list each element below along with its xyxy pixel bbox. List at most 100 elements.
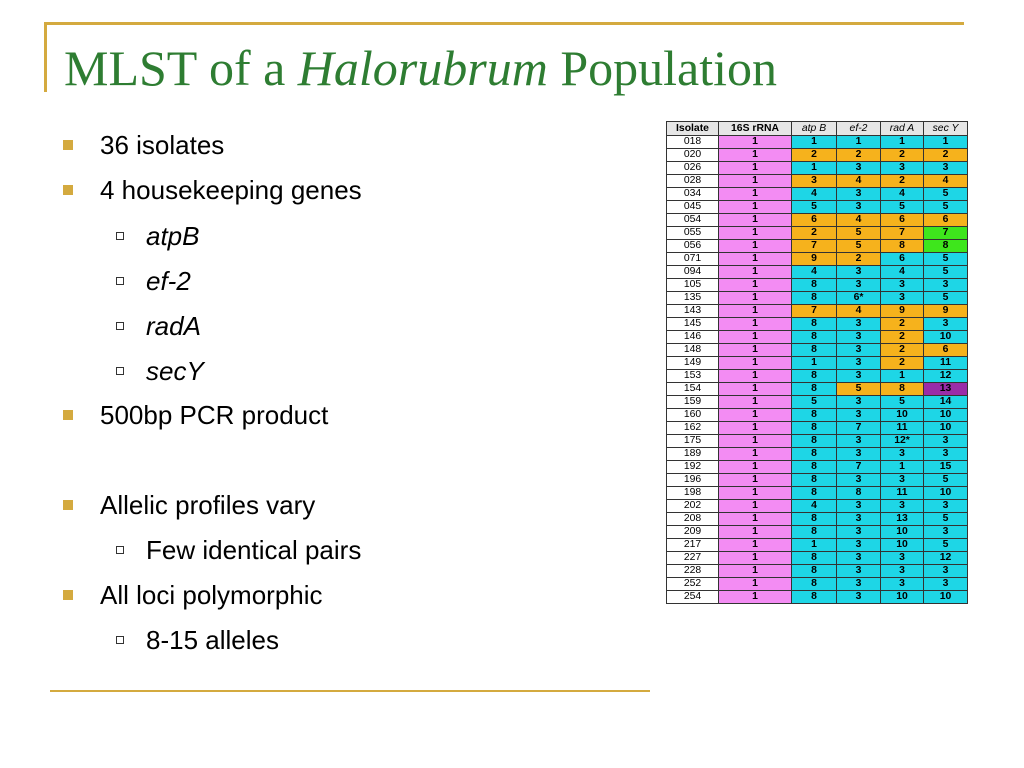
isolate-cell: 055 bbox=[666, 226, 719, 240]
atpb-cell: 8 bbox=[791, 343, 837, 357]
ef2-cell: 3 bbox=[836, 278, 881, 292]
rada-cell: 3 bbox=[880, 473, 924, 487]
secy-cell: 12 bbox=[923, 369, 968, 383]
atpb-cell: 2 bbox=[791, 226, 837, 240]
atpb-cell: 8 bbox=[791, 317, 837, 331]
atpb-cell: 9 bbox=[791, 252, 837, 266]
isolate-cell: 154 bbox=[666, 382, 719, 396]
bullet-text: All loci polymorphic bbox=[100, 580, 323, 610]
secy-cell: 10 bbox=[923, 590, 968, 604]
ef2-cell: 3 bbox=[836, 356, 881, 370]
hollow-square-bullet-icon bbox=[116, 322, 124, 330]
slide-frame-top-accent bbox=[44, 22, 964, 25]
rada-cell: 1 bbox=[880, 460, 924, 474]
isolate-cell: 094 bbox=[666, 265, 719, 279]
rrna-cell: 1 bbox=[718, 408, 792, 422]
isolate-cell: 056 bbox=[666, 239, 719, 253]
rrna-cell: 1 bbox=[718, 525, 792, 539]
rrna-cell: 1 bbox=[718, 577, 792, 591]
bullet-item: 4 housekeeping genes bbox=[63, 175, 362, 205]
ef2-cell: 3 bbox=[836, 200, 881, 214]
table-row: 020 1 2 2 2 2 bbox=[666, 148, 968, 162]
rada-cell: 5 bbox=[880, 200, 924, 214]
rada-cell: 2 bbox=[880, 174, 924, 188]
table-row: 202 1 4 3 3 3 bbox=[666, 499, 968, 513]
rada-cell: 1 bbox=[880, 369, 924, 383]
rrna-cell: 1 bbox=[718, 343, 792, 357]
hollow-square-bullet-icon bbox=[116, 232, 124, 240]
table-row: 217 1 1 3 10 5 bbox=[666, 538, 968, 552]
secy-cell: 6 bbox=[923, 343, 968, 357]
isolate-cell: 208 bbox=[666, 512, 719, 526]
ef2-cell: 3 bbox=[836, 564, 881, 578]
secy-cell: 10 bbox=[923, 330, 968, 344]
sub-bullet-item: ef-2 bbox=[116, 266, 191, 296]
isolate-cell: 202 bbox=[666, 499, 719, 513]
rada-cell: 3 bbox=[880, 564, 924, 578]
isolate-cell: 192 bbox=[666, 460, 719, 474]
isolate-cell: 034 bbox=[666, 187, 719, 201]
table-row: 160 1 8 3 10 10 bbox=[666, 408, 968, 422]
secy-cell: 5 bbox=[923, 538, 968, 552]
rrna-cell: 1 bbox=[718, 590, 792, 604]
bullet-item: 36 isolates bbox=[63, 130, 225, 160]
rada-cell: 2 bbox=[880, 356, 924, 370]
rada-cell: 7 bbox=[880, 226, 924, 240]
secy-cell: 3 bbox=[923, 499, 968, 513]
atpb-cell: 8 bbox=[791, 512, 837, 526]
square-bullet-icon bbox=[63, 500, 73, 510]
isolate-cell: 028 bbox=[666, 174, 719, 188]
isolate-cell: 105 bbox=[666, 278, 719, 292]
rada-cell: 6 bbox=[880, 213, 924, 227]
gene-name: radA bbox=[146, 311, 201, 341]
rada-cell: 8 bbox=[880, 382, 924, 396]
sub-bullet-item: radA bbox=[116, 311, 201, 341]
rrna-cell: 1 bbox=[718, 330, 792, 344]
atpb-cell: 4 bbox=[791, 187, 837, 201]
rada-cell: 3 bbox=[880, 577, 924, 591]
rada-cell: 3 bbox=[880, 291, 924, 305]
atpb-cell: 8 bbox=[791, 473, 837, 487]
rrna-cell: 1 bbox=[718, 187, 792, 201]
rada-cell: 2 bbox=[880, 317, 924, 331]
secy-cell: 8 bbox=[923, 239, 968, 253]
rrna-cell: 1 bbox=[718, 538, 792, 552]
rada-cell: 8 bbox=[880, 239, 924, 253]
ef2-cell: 3 bbox=[836, 538, 881, 552]
rrna-cell: 1 bbox=[718, 447, 792, 461]
ef2-cell: 3 bbox=[836, 343, 881, 357]
header-rada: rad A bbox=[880, 121, 924, 136]
atpb-cell: 8 bbox=[791, 291, 837, 305]
secy-cell: 2 bbox=[923, 148, 968, 162]
rada-cell: 4 bbox=[880, 187, 924, 201]
bullet-text: 36 isolates bbox=[100, 130, 225, 160]
rada-cell: 2 bbox=[880, 343, 924, 357]
sub-bullet-item: secY bbox=[116, 356, 204, 386]
ef2-cell: 1 bbox=[836, 135, 881, 149]
ef2-cell: 5 bbox=[836, 239, 881, 253]
atpb-cell: 1 bbox=[791, 538, 837, 552]
bullet-text: Few identical pairs bbox=[146, 535, 362, 565]
table-row: 054 1 6 4 6 6 bbox=[666, 213, 968, 227]
atpb-cell: 8 bbox=[791, 460, 837, 474]
rada-cell: 1 bbox=[880, 135, 924, 149]
rada-cell: 10 bbox=[880, 525, 924, 539]
table-row: 228 1 8 3 3 3 bbox=[666, 564, 968, 578]
rrna-cell: 1 bbox=[718, 304, 792, 318]
secy-cell: 3 bbox=[923, 447, 968, 461]
ef2-cell: 3 bbox=[836, 330, 881, 344]
table-row: 018 1 1 1 1 1 bbox=[666, 135, 968, 149]
isolate-cell: 018 bbox=[666, 135, 719, 149]
atpb-cell: 6 bbox=[791, 213, 837, 227]
table-row: 045 1 5 3 5 5 bbox=[666, 200, 968, 214]
bullet-item: Allelic profiles vary bbox=[63, 490, 315, 520]
atpb-cell: 7 bbox=[791, 239, 837, 253]
rrna-cell: 1 bbox=[718, 317, 792, 331]
secy-cell: 5 bbox=[923, 291, 968, 305]
table-row: 209 1 8 3 10 3 bbox=[666, 525, 968, 539]
rrna-cell: 1 bbox=[718, 473, 792, 487]
header-atpb: atp B bbox=[791, 121, 837, 136]
isolate-cell: 228 bbox=[666, 564, 719, 578]
table-row: 143 1 7 4 9 9 bbox=[666, 304, 968, 318]
rrna-cell: 1 bbox=[718, 564, 792, 578]
